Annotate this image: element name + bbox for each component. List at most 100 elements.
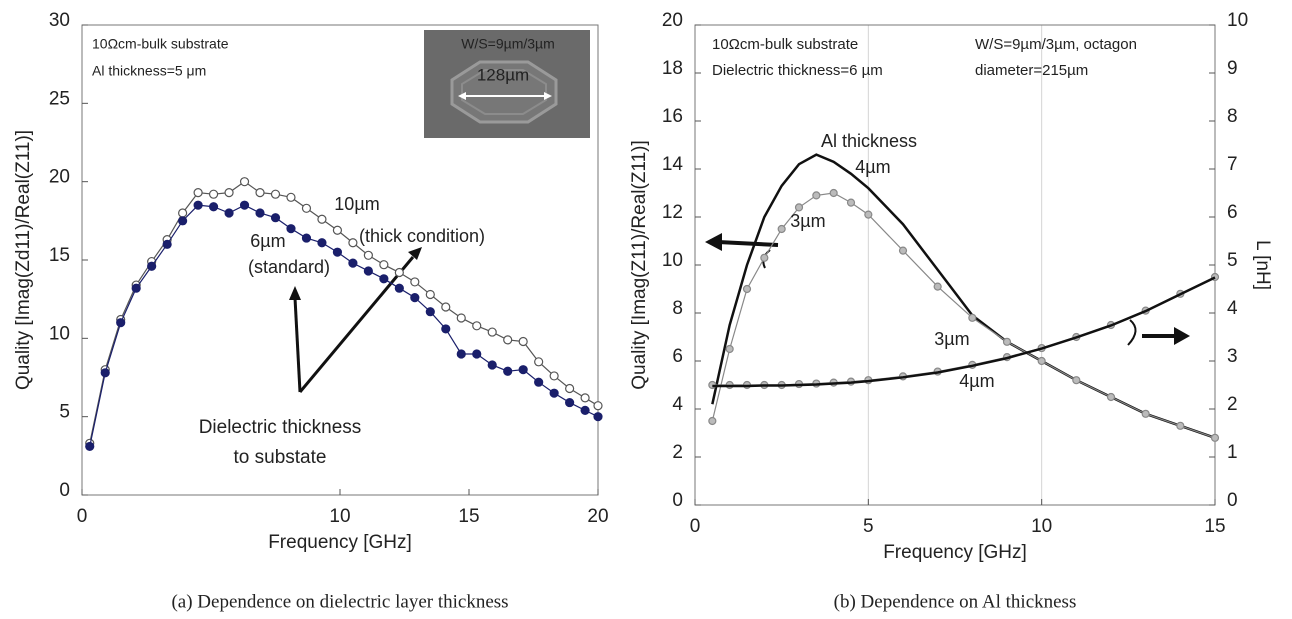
annotation: 128µm: [477, 65, 529, 84]
series-label: 10µm: [334, 194, 379, 214]
x-tick-label: 0: [77, 506, 88, 527]
data-point: [193, 188, 203, 198]
data-point: [864, 210, 873, 219]
series-line: [89, 204, 599, 447]
data-point: [270, 189, 281, 199]
data-point: [441, 324, 451, 334]
data-point: [379, 274, 389, 284]
data-point: [208, 202, 219, 212]
chart: 0 5 10 1502468101214161820012345678910Frequ…: [629, 10, 1273, 612]
y2-tick-label: 2: [1227, 394, 1238, 415]
data-point: [301, 203, 312, 213]
data-point: [760, 253, 769, 262]
data-point: [580, 393, 590, 403]
data-point: [549, 388, 559, 398]
y-tick-label: 10: [49, 323, 70, 344]
annotation: Dielectric thickness: [199, 417, 362, 438]
data-point: [363, 250, 373, 260]
data-point: [208, 189, 219, 199]
y2-tick-label: 0: [1227, 490, 1238, 511]
y2-tick-label: 5: [1227, 250, 1238, 271]
annotation: Al thickness=5 μm: [92, 63, 206, 79]
data-point: [116, 318, 126, 328]
data-point: [317, 214, 327, 224]
data-point: [1141, 409, 1150, 418]
y2-axis-label: L [nH]: [1252, 240, 1273, 290]
chart: 0 10 15 20 0 5 10 15 20 25 30 Frequency [GHz] Qualit…: [13, 10, 609, 612]
arrowhead: [1174, 327, 1190, 345]
data-point: [425, 307, 435, 317]
data-point: [456, 349, 466, 359]
data-point: [1176, 421, 1185, 430]
data-point: [224, 188, 234, 198]
series-label: 6µm: [250, 231, 285, 251]
arrow: [717, 240, 779, 247]
inset-arrowhead: [544, 92, 552, 100]
y2-tick-label: 6: [1227, 202, 1238, 223]
annotation: diameter=215µm: [975, 62, 1088, 79]
data-point: [239, 200, 250, 210]
callout-arrows: [289, 247, 422, 393]
y-tick-label: 0: [672, 490, 683, 511]
annotation: to substate: [234, 447, 327, 468]
data-point: [239, 177, 250, 187]
plot-frame: [694, 24, 1216, 506]
data-point: [131, 283, 141, 293]
data-point: [968, 313, 977, 322]
inset-octagon-inner: [461, 69, 547, 115]
data-point: [162, 239, 172, 249]
annotation: (thick condition): [359, 226, 485, 246]
data-point: [933, 282, 942, 291]
data-point: [100, 368, 110, 378]
y-tick-label: 20: [662, 10, 683, 31]
arrowhead: [705, 233, 722, 251]
data-point: [379, 260, 389, 270]
data-point: [348, 238, 358, 248]
data-point: [829, 188, 838, 198]
annotation: (standard): [248, 257, 330, 277]
data-point: [193, 200, 203, 210]
y-tick-label: 30: [49, 10, 70, 31]
data-point: [441, 302, 451, 312]
caption: (b) Dependence on Al thickness: [834, 591, 1077, 612]
series-line: [712, 276, 1216, 388]
data-point: [286, 192, 296, 202]
data-point: [777, 224, 786, 234]
arrow: [298, 256, 415, 393]
data-point: [518, 365, 528, 375]
y2-tick-label: 8: [1227, 106, 1238, 127]
data-point: [332, 247, 343, 257]
arrowhead: [289, 286, 301, 300]
data-point: [708, 416, 717, 426]
data-point: [593, 401, 603, 411]
series-line: [711, 192, 1216, 439]
data-point: [286, 224, 296, 234]
data-point: [224, 208, 234, 218]
data-point: [456, 313, 466, 323]
data-point: [580, 405, 590, 415]
annotation: 10Ωcm-bulk substrate: [92, 36, 229, 52]
y2-tick-label: 9: [1227, 58, 1238, 79]
x-tick-label: 5: [863, 516, 874, 537]
data-point: [363, 266, 373, 276]
y-tick-label: 0: [59, 480, 70, 501]
caption: (a) Dependence on dielectric layer thick…: [171, 591, 508, 612]
y-tick-label: 8: [672, 298, 683, 319]
data-point: [425, 289, 435, 300]
y2-tick-label: 4: [1227, 298, 1238, 319]
data-point: [270, 213, 281, 223]
series-label: 3µm: [934, 329, 969, 349]
y-axis-label: Quality [Imag(Zd11)/Real(Z11)]: [13, 130, 34, 390]
x-tick-label: 0: [690, 516, 701, 537]
series-line: [711, 153, 1216, 439]
y-tick-label: 5: [59, 402, 70, 423]
annotation: Al thickness: [821, 131, 917, 151]
data-point: [487, 327, 497, 337]
y2-tick-label: 10: [1227, 10, 1248, 31]
data-point: [846, 198, 856, 207]
data-point: [1072, 376, 1081, 385]
y-tick-label: 18: [662, 58, 683, 79]
data-point: [503, 366, 513, 376]
data-point: [317, 238, 327, 248]
